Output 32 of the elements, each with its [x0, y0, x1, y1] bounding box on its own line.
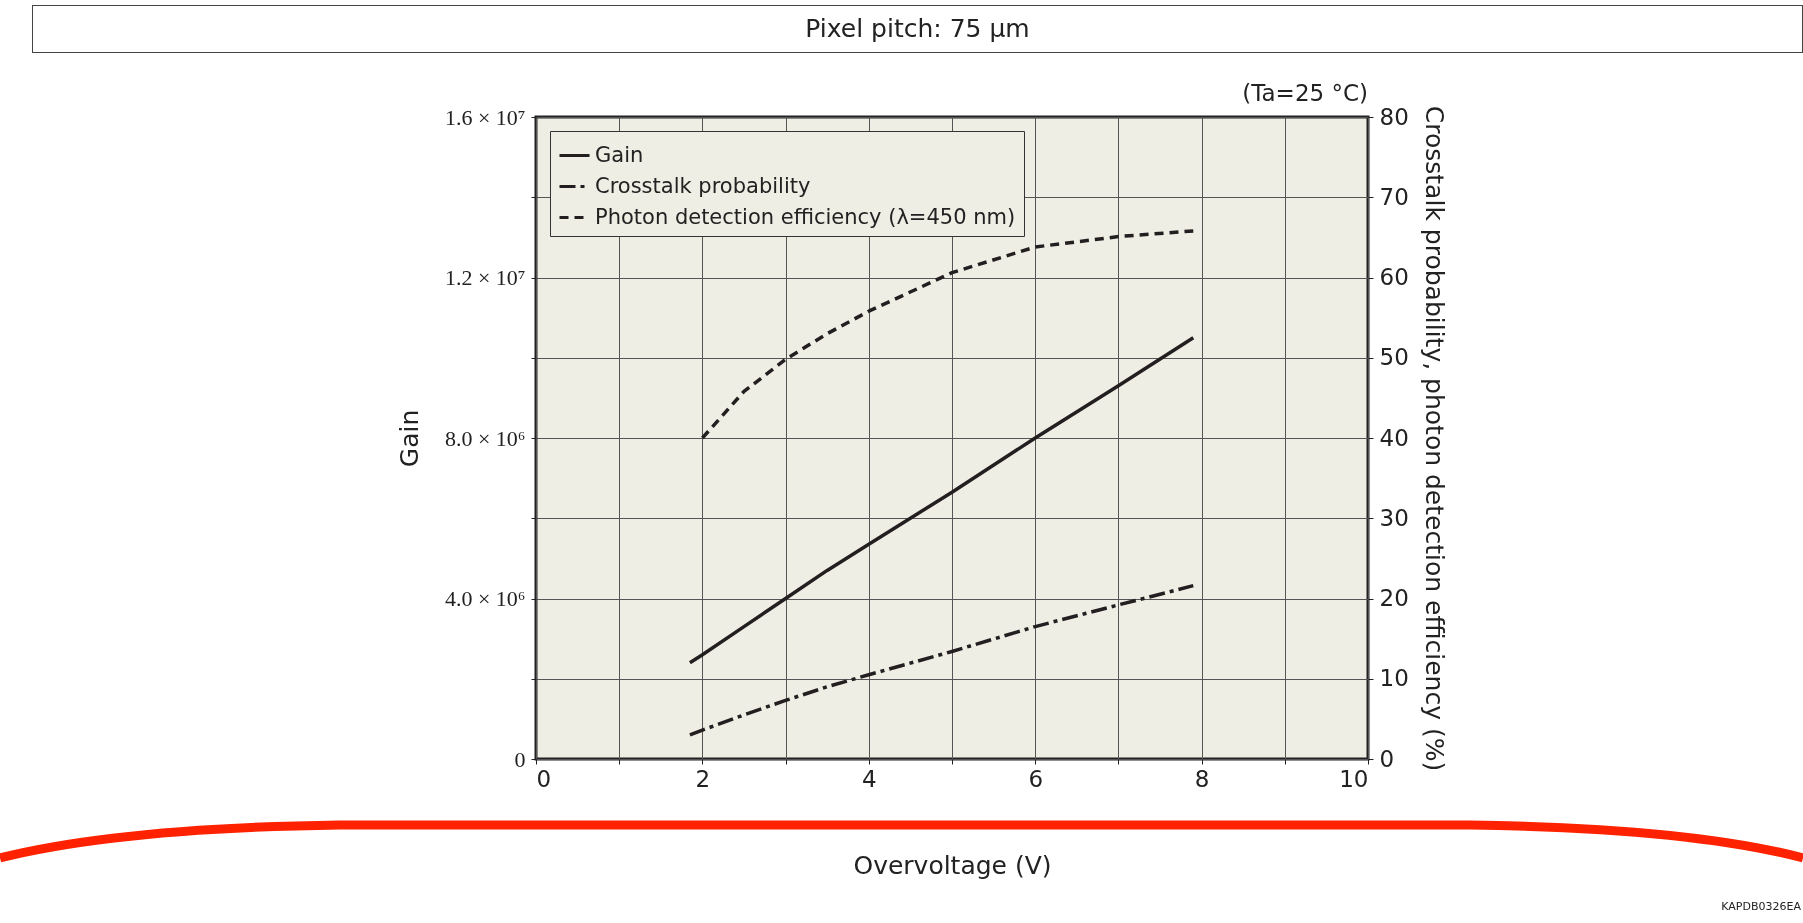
text: (Ta=25 °C) — [1242, 80, 1368, 106]
line-series — [688, 335, 1196, 665]
y2-tick-label: 80 — [1379, 103, 1409, 130]
y2-tick-label: 20 — [1379, 585, 1409, 611]
x-tick-label: 10 — [1339, 765, 1369, 792]
y2-tick-label: 50 — [1379, 344, 1409, 371]
y-tick-label: 0 — [514, 746, 526, 772]
text: KAPDB0326EA — [1721, 900, 1801, 913]
x-tick-label: 4 — [861, 765, 877, 792]
x-tick-label: 2 — [695, 765, 711, 792]
y2-tick-label: 70 — [1379, 183, 1409, 210]
y2-axis-title: Crosstalk probability, photon detection efficiency (%) — [1419, 105, 1449, 772]
y-tick-label: 1.6 × 10⁷ — [444, 104, 526, 130]
legend-label: Photon detection efficiency (λ=450 nm) — [595, 204, 1016, 229]
y2-tick-label: 60 — [1379, 264, 1409, 290]
y-tick-label: 4.0 × 10⁶ — [444, 586, 526, 611]
y-tick-label: 8.0 × 10⁶ — [444, 425, 526, 451]
x-tick-label: 0 — [536, 765, 552, 792]
y2-tick-label: 10 — [1379, 665, 1409, 692]
x-tick-label: 6 — [1028, 765, 1044, 792]
y2-tick-label: 40 — [1379, 424, 1409, 451]
x-tick-label: 8 — [1194, 765, 1210, 792]
line-series — [688, 583, 1196, 737]
y-tick-label: 1.2 × 10⁷ — [444, 265, 526, 290]
legend-label: Crosstalk probability — [595, 173, 811, 198]
x-axis-title: Overvoltage (V) — [853, 850, 1052, 880]
chart-title: Pixel pitch: 75 µm — [32, 5, 1803, 53]
y2-tick-label: 0 — [1379, 745, 1395, 772]
line-series — [700, 229, 1196, 440]
y2-tick-label: 30 — [1379, 504, 1409, 531]
y-axis-title: Gain — [394, 409, 424, 468]
legend-label: Gain — [595, 142, 644, 167]
